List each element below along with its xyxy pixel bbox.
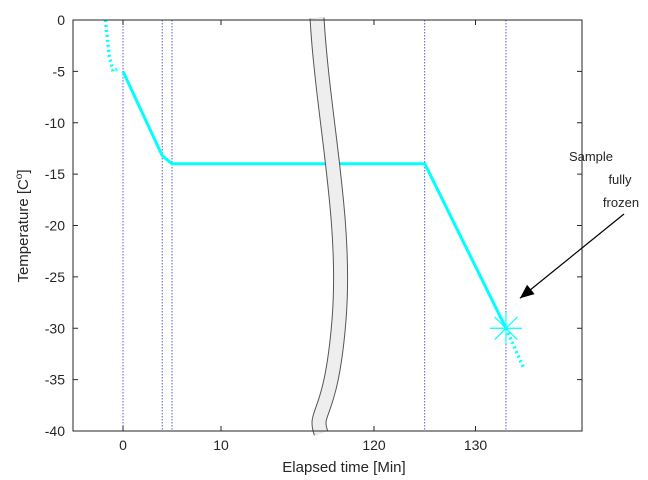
annotation-line-0: Sample [569, 149, 613, 164]
marker-layer [489, 312, 522, 345]
annotation-arrow-line [519, 213, 625, 299]
y-axis-label-close: ] [15, 169, 32, 173]
y-tick-label: -30 [45, 320, 65, 336]
series-line-solid-0 [121, 70, 508, 329]
axis-break [309, 17, 349, 436]
x-tick-label: 120 [362, 437, 386, 453]
x-tick-label: 130 [464, 437, 488, 453]
y-axis-label: Temperature [Co] [14, 169, 32, 282]
marker-asterisk-stroke [494, 316, 518, 340]
y-axis-label-superscript: o [14, 173, 25, 179]
y-axis-ticks: 0 -5 -10 -15 -20 -25 -30 -35 -40 [45, 12, 582, 439]
x-tick-label: 10 [213, 437, 229, 453]
x-axis-ticks: 0 10 120 130 [119, 20, 487, 453]
series-line-dotted-2 [504, 327, 526, 371]
axis-break-band [310, 17, 348, 436]
x-tick-label: 0 [119, 437, 127, 453]
annotation-line-2: frozen [603, 195, 639, 210]
series-line-dotted-1 [103, 19, 118, 74]
y-tick-label: -35 [45, 372, 65, 388]
y-tick-label: -10 [45, 115, 65, 131]
y-tick-label: -15 [45, 166, 65, 182]
y-tick-label: -20 [45, 218, 65, 234]
x-axis-label: Elapsed time [Min] [282, 459, 405, 476]
y-tick-label: -40 [45, 423, 65, 439]
vertical-reference-lines [122, 20, 507, 431]
y-tick-label: -25 [45, 269, 65, 285]
annotation-line-1: fully [608, 172, 632, 187]
y-tick-label: 0 [57, 12, 65, 28]
annotation-arrow-head [519, 284, 535, 299]
y-tick-label: -5 [53, 63, 66, 79]
series-layer [103, 19, 526, 371]
annotation-layer: Sample fully frozen [519, 149, 639, 299]
y-axis-label-main: Temperature [C [15, 179, 32, 283]
